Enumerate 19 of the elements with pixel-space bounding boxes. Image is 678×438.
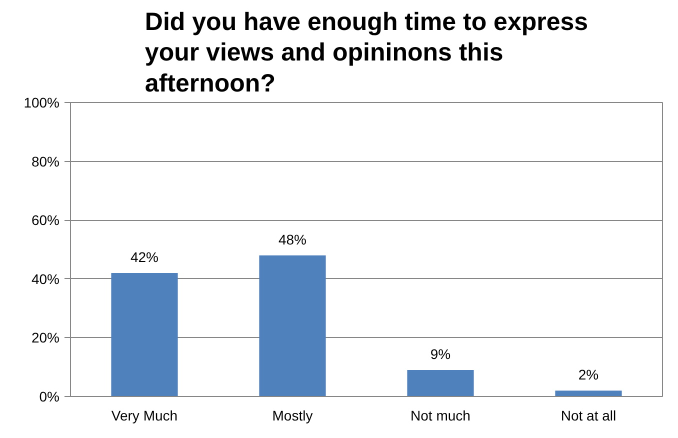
- y-tick-label: 0%: [39, 388, 60, 404]
- y-tick-label: 80%: [31, 153, 60, 170]
- y-tick-label: 60%: [31, 212, 60, 228]
- bar: [259, 255, 326, 396]
- bar: [555, 390, 622, 396]
- x-tick-label: Not at all: [560, 408, 616, 424]
- chart-title: Did you have enough time to express your views and opininons this afternoon?: [144, 8, 588, 98]
- data-label: 48%: [278, 231, 307, 248]
- bar: [407, 370, 474, 396]
- data-label: 42%: [130, 249, 159, 266]
- x-tick-label: Mostly: [272, 408, 313, 424]
- x-tick-label: Very Much: [111, 408, 178, 424]
- y-tick-label: 40%: [31, 270, 60, 287]
- bar: [111, 273, 178, 396]
- data-label: 2%: [578, 366, 599, 383]
- x-tick-label: Not much: [410, 408, 470, 424]
- y-tick-label: 20%: [31, 330, 60, 346]
- data-label: 9%: [430, 346, 451, 362]
- y-tick-label: 100%: [24, 94, 60, 110]
